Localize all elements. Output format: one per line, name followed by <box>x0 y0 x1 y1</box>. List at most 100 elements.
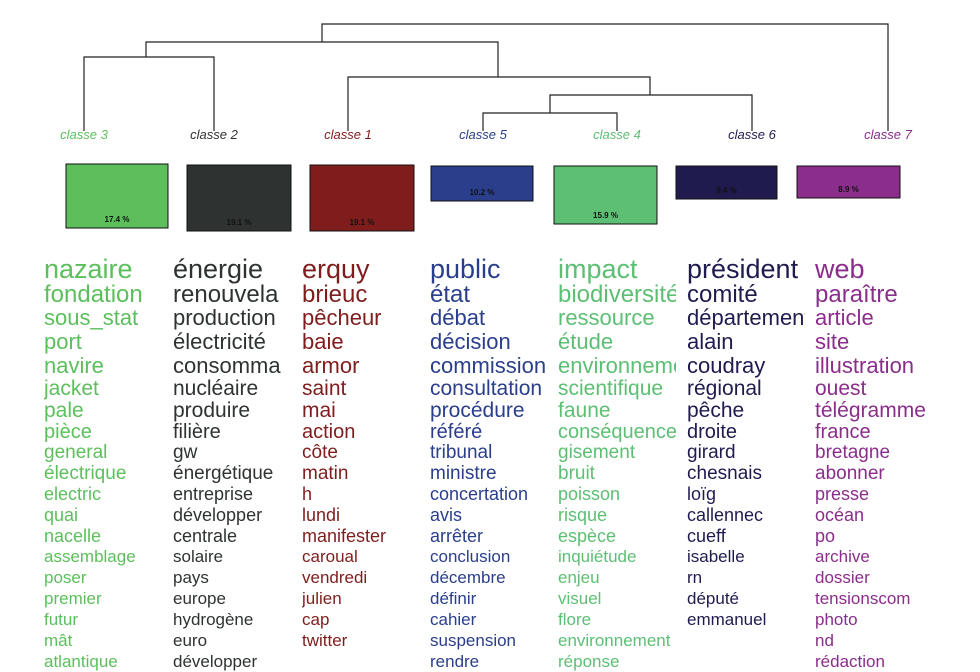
class-word: inquiétude <box>558 547 637 566</box>
class-word: biodiversité <box>558 281 676 308</box>
class-word: développer <box>173 505 263 525</box>
class-word: président <box>687 256 799 284</box>
class-word: abonner <box>815 463 885 484</box>
class-word: nazaire <box>44 256 133 284</box>
class-word: pêcheur <box>302 305 382 330</box>
class-boxes: 17.4 % 19.1 % 19.1 % 10.2 % 15.9 % 9.4 % 8.9 % <box>65 163 901 232</box>
class-word: conséquence <box>558 421 676 443</box>
class-word: référé <box>430 421 483 443</box>
class-word: erquy <box>302 256 370 284</box>
class-label: classe 6 <box>728 127 776 142</box>
class-word: article <box>815 305 874 330</box>
class-word: centrale <box>173 526 238 546</box>
class-word-column: présidentcomitédépartementalalaincoudray… <box>687 256 805 672</box>
class-labels: classe 3 classe 2 classe 1 classe 5 classe 4… <box>60 127 912 142</box>
class-word: manifester <box>302 526 387 546</box>
class-word: énergétique <box>173 463 274 484</box>
class-percent-label: 19.1 % <box>227 218 252 227</box>
class-label: classe 2 <box>190 127 238 142</box>
class-word: député <box>687 589 739 608</box>
class-word: risque <box>558 505 608 525</box>
class-label: classe 1 <box>324 127 372 142</box>
class-percent-label: 17.4 % <box>105 215 130 224</box>
class-word: general <box>44 442 108 463</box>
class-word-column: impact biodiversité ressource étude environn… <box>558 256 676 672</box>
class-word: pièce <box>44 421 92 443</box>
class-word: avis <box>430 505 463 525</box>
class-word: flore <box>558 610 592 629</box>
class-word: matin <box>302 463 349 484</box>
class-word: environnement <box>558 631 671 650</box>
class-word: lundi <box>302 505 341 525</box>
class-word: sous_stat <box>44 305 139 330</box>
class-word: dossier <box>815 568 870 587</box>
class-word: faune <box>558 399 611 422</box>
class-word: web <box>815 256 865 284</box>
class-word: saint <box>302 377 347 400</box>
class-word: presse <box>815 484 870 504</box>
class-word: gisement <box>558 442 636 463</box>
class-percent-box <box>430 165 534 202</box>
class-percent-box <box>553 165 658 225</box>
class-word: pays <box>173 568 209 587</box>
class-percent-box <box>675 165 778 200</box>
class-word: production <box>173 305 276 330</box>
class-word: nd <box>815 631 834 650</box>
class-word: cueff <box>687 526 726 546</box>
class-word: armor <box>302 353 360 378</box>
class-word: rn <box>687 568 703 587</box>
class-word: concertation <box>430 484 529 504</box>
class-word: assemblage <box>44 547 136 566</box>
class-word: chesnais <box>687 463 762 484</box>
class-word: port <box>44 329 82 354</box>
class-word: ouest <box>815 377 867 400</box>
class-label: classe 5 <box>459 127 507 142</box>
class-label: classe 3 <box>60 127 108 142</box>
class-percent-label: 19.1 % <box>350 218 375 227</box>
class-word: renouvela <box>173 281 279 308</box>
class-word: public <box>430 256 501 284</box>
class-word: étude <box>558 329 614 354</box>
class-word: environnement <box>558 353 676 378</box>
class-word: isabelle <box>687 547 745 566</box>
class-word-column: web paraître article site illustration ouest t… <box>815 256 933 672</box>
class-word: suspension <box>430 631 517 650</box>
class-word: mai <box>302 399 336 422</box>
class-word: navire <box>44 353 104 378</box>
class-word: impact <box>558 256 638 284</box>
class-word: visuel <box>558 589 602 608</box>
class-word: site <box>815 329 850 354</box>
class-label: classe 7 <box>864 127 912 142</box>
class-word: caroual <box>302 547 358 566</box>
class-word: énergie <box>173 256 264 284</box>
class-word: paraître <box>815 281 898 308</box>
class-word-column: énergie renouvela production électricité con… <box>173 256 293 672</box>
class-word: fondation <box>44 281 143 308</box>
class-word: nacelle <box>44 526 102 546</box>
class-word: départemental <box>687 305 805 330</box>
class-word: bretagne <box>815 442 891 463</box>
class-word: bruit <box>558 463 595 484</box>
class-word: décision <box>430 329 511 354</box>
class-word: emmanuel <box>687 610 767 629</box>
class-word: archive <box>815 547 870 566</box>
class-word: brieuc <box>302 281 368 308</box>
class-word: callennec <box>687 505 764 525</box>
class-word: hydrogène <box>173 610 254 629</box>
class-word: premier <box>44 589 102 608</box>
class-word: commission <box>430 353 547 378</box>
class-word: futur <box>44 610 79 629</box>
class-word: quai <box>44 505 79 525</box>
class-percent-box <box>796 165 901 199</box>
class-word: rédaction <box>815 652 885 671</box>
class-word: électricité <box>173 329 266 354</box>
class-word: baie <box>302 329 344 354</box>
dendrogram-branches <box>83 23 889 131</box>
class-word: po <box>815 526 836 546</box>
class-word: conclusion <box>430 547 511 566</box>
dendrogram-branch <box>347 76 651 131</box>
class-word: poser <box>44 568 87 587</box>
class-word: côte <box>302 442 338 463</box>
class-word: décembre <box>430 568 506 587</box>
class-word-column: public état débat décision commission consult… <box>430 256 548 672</box>
